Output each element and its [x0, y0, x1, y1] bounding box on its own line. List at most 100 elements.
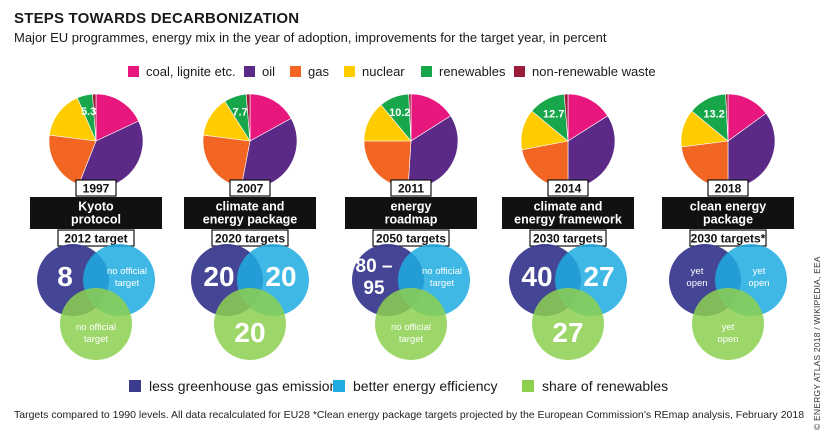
target-year-box — [372, 229, 450, 247]
year-label: 1997 — [83, 182, 110, 196]
legend-item-efficiency: better energy efficiency — [333, 378, 498, 394]
legend-label-oil: oil — [262, 64, 276, 79]
renewables-share-label: 5.3 — [81, 106, 96, 118]
legend-label-nuclear: nuclear — [362, 64, 405, 79]
target-year-label: 2030 targets* — [691, 232, 766, 246]
programme-2018: 13.2 2018 clean energy package 2030 targets*… — [662, 93, 794, 360]
renewables-share-label: 12.7 — [543, 109, 564, 121]
year-label: 2007 — [237, 182, 264, 196]
legend-label-waste: non-renewable waste — [532, 64, 656, 79]
legend-item-share: share of renewables — [522, 378, 668, 394]
target-value-share: 27 — [552, 317, 583, 348]
legend-swatch-renewables — [421, 66, 432, 77]
pie-slice-coal — [95, 93, 139, 142]
target-value-share: yet open — [717, 322, 738, 345]
year-box — [547, 179, 589, 197]
legend-label-coal: coal, lignite etc. — [146, 64, 236, 79]
legend-swatch-share — [522, 380, 534, 392]
target-year-label: 2030 targets — [533, 232, 603, 246]
venn-circle-share — [532, 288, 604, 360]
venn-circle-share — [692, 288, 764, 360]
pie-slice-coal — [567, 93, 609, 142]
programme-name: clean energy package — [690, 200, 766, 227]
pie-slice-waste — [563, 93, 569, 142]
pie-slice-gas — [202, 134, 251, 188]
pie-slice-waste — [725, 93, 729, 142]
legend-swatch-coal — [128, 66, 139, 77]
legend-label-gas: gas — [308, 64, 329, 79]
target-value-ghg: 40 — [521, 261, 552, 292]
legend-swatch-gas — [290, 66, 301, 77]
pie-slice-coal — [410, 93, 452, 142]
target-value-ghg: 8 — [57, 261, 73, 292]
target-year-label: 2020 targets — [215, 232, 285, 246]
legend-label-share: share of renewables — [542, 378, 669, 394]
year-label: 2011 — [398, 182, 424, 196]
legend-item-ghg: less greenhouse gas emissions — [129, 378, 344, 394]
pie-slice-waste — [408, 93, 412, 142]
programme-box — [184, 197, 316, 229]
target-value-share: 20 — [234, 317, 265, 348]
venn-circle-share — [375, 288, 447, 360]
target-year-label: 2050 targets — [376, 232, 446, 246]
target-value-share: no official target — [76, 322, 116, 345]
programme-name: Kyoto protocol — [71, 200, 121, 227]
source-credit: © ENERGY ATLAS 2018 / WIKIPEDIA, EEA — [812, 256, 822, 430]
year-label: 2018 — [715, 182, 742, 196]
programme-2011: 10.2 2011 energy roadmap 2050 targets 80 –95 n… — [345, 93, 477, 360]
legend-swatch-oil — [244, 66, 255, 77]
legend-swatch-efficiency — [333, 380, 345, 392]
programme-box — [662, 197, 794, 229]
energy-mix-legend: coal, lignite etc. oil gas nuclear renew… — [0, 64, 800, 82]
legend-item-nuclear: nuclear — [344, 64, 405, 79]
venn-circle-share — [214, 288, 286, 360]
pie-slice-waste — [92, 93, 97, 142]
legend-item-gas: gas — [290, 64, 329, 79]
renewables-share-label: 10.2 — [389, 107, 410, 119]
renewables-share-label: 7.7 — [232, 107, 247, 119]
chart-title: STEPS TOWARDS DECARBONIZATION — [14, 10, 300, 27]
programme-name: energy roadmap — [385, 200, 438, 227]
programme-name: climate and energy framework — [514, 200, 622, 227]
legend-item-renewables: renewables — [421, 64, 506, 79]
target-value-ghg: 80 –95 — [356, 256, 393, 299]
target-value-ghg: yet open — [686, 266, 707, 289]
legend-label-renewables: renewables — [439, 64, 506, 79]
target-year-label: 2012 target — [64, 232, 127, 246]
renewables-share-label: 13.2 — [703, 108, 724, 120]
chart-subtitle: Major EU programmes, energy mix in the y… — [14, 30, 607, 45]
target-value-ghg: 20 — [203, 261, 234, 292]
target-year-box — [529, 229, 607, 247]
target-value-efficiency: no official target — [422, 266, 462, 289]
target-value-efficiency: yet open — [748, 266, 769, 289]
year-label: 2014 — [555, 182, 582, 196]
programme-name: climate and energy package — [203, 200, 298, 227]
legend-swatch-ghg — [129, 380, 141, 392]
target-value-efficiency: 20 — [265, 261, 296, 292]
legend-item-oil: oil — [244, 64, 275, 79]
legend-label-ghg: less greenhouse gas emissions — [149, 378, 345, 394]
year-box — [390, 179, 432, 197]
pie-slice-nuclear — [49, 97, 97, 142]
venn-circle-share — [60, 288, 132, 360]
footnote: Targets compared to 1990 levels. All dat… — [14, 409, 805, 421]
legend-item-waste: non-renewable waste — [514, 64, 656, 79]
legend-label-efficiency: better energy efficiency — [353, 378, 498, 394]
programme-box — [502, 197, 634, 229]
legend-swatch-nuclear — [344, 66, 355, 77]
target-year-box — [57, 229, 135, 247]
programme-2014: 12.7 2014 climate and energy framework 2030 … — [502, 93, 634, 360]
year-box — [229, 179, 271, 197]
programme-box — [30, 197, 162, 229]
target-year-box — [211, 229, 289, 247]
legend-swatch-waste — [514, 66, 525, 77]
year-box — [75, 179, 117, 197]
target-year-box — [689, 229, 767, 247]
target-value-efficiency: no official target — [107, 266, 147, 289]
target-value-efficiency: 27 — [583, 261, 614, 292]
target-value-share: no official target — [391, 322, 431, 345]
pie-slice-waste — [245, 93, 251, 142]
programme-1997: 5.3 1997 Kyoto protocol 2012 target 8 no offic… — [30, 93, 162, 360]
year-box — [707, 179, 749, 197]
